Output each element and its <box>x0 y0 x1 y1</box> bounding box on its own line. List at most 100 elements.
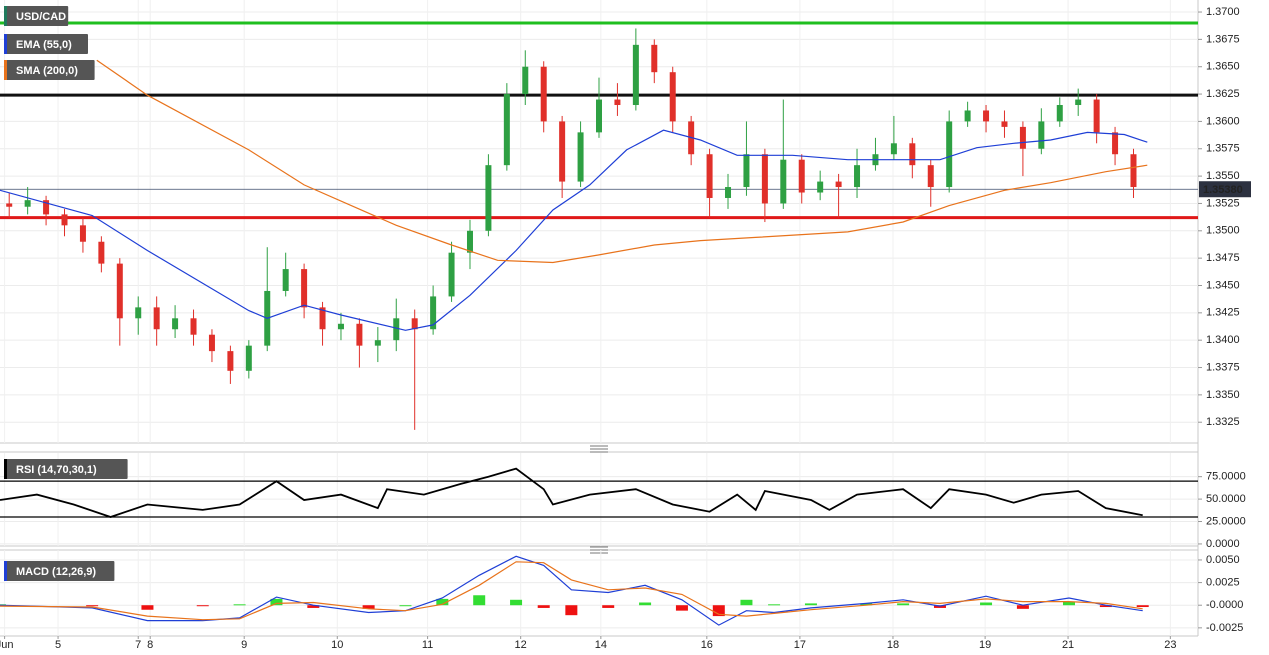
histogram-bar <box>141 605 154 610</box>
y-tick-label: 1.3650 <box>1206 61 1240 73</box>
candle-body <box>61 214 68 226</box>
candle-body <box>43 200 50 215</box>
candle-body <box>1112 132 1119 155</box>
histogram-bar <box>675 605 688 611</box>
candle-body <box>430 296 437 330</box>
histogram-bar <box>740 599 753 606</box>
y-tick-label: 75.0000 <box>1206 471 1246 483</box>
candle-body <box>245 345 252 371</box>
x-tick-label: 18 <box>887 639 899 651</box>
histogram-bar <box>362 605 375 609</box>
y-tick-label: 0.0000 <box>1206 538 1240 550</box>
x-tick-label: 11 <box>422 639 433 651</box>
candle-body <box>890 143 897 155</box>
x-tick-label: 12 <box>515 639 527 651</box>
x-tick-label: 14 <box>595 639 607 651</box>
panel-dividers <box>0 0 1199 637</box>
rsi-line <box>0 467 1143 518</box>
candle-body <box>282 269 289 291</box>
histogram-bar <box>980 602 993 606</box>
y-tick-label: 1.3350 <box>1206 389 1240 401</box>
candle-body <box>983 110 990 122</box>
candle-body <box>946 121 953 188</box>
legend-label: EMA (55,0) <box>16 39 72 51</box>
legend-swatch <box>4 561 7 581</box>
candle-body <box>927 165 934 188</box>
candle-body <box>743 154 750 188</box>
candle-body <box>448 252 455 297</box>
candle-body <box>301 269 308 308</box>
histogram-bar <box>473 595 486 606</box>
candle-body <box>651 44 658 73</box>
x-tick-label: 5 <box>55 639 61 651</box>
candle-body <box>411 318 418 330</box>
x-tick-label: Jun <box>0 639 13 651</box>
histogram-bar <box>270 598 283 606</box>
legend-label: SMA (200,0) <box>16 65 78 77</box>
x-tick-label: 19 <box>979 639 991 651</box>
histogram-bar <box>565 605 578 616</box>
y-tick-label: -0.0000 <box>1206 599 1243 611</box>
candle-body <box>780 159 787 204</box>
candle-body <box>540 66 547 122</box>
candle-body <box>761 154 768 204</box>
histogram-bar <box>1016 605 1029 609</box>
histogram-bar <box>1099 605 1112 608</box>
legend-box <box>4 60 95 80</box>
x-tick-label: 10 <box>331 639 343 651</box>
y-tick-label: 25.0000 <box>1206 515 1246 527</box>
x-tick-label: 21 <box>1062 639 1074 651</box>
candle-body <box>577 132 584 182</box>
candle-body <box>725 187 732 198</box>
x-tick-label: 9 <box>241 639 247 651</box>
candle-body <box>632 44 639 106</box>
candle-body <box>153 307 160 330</box>
y-tick-label: 1.3375 <box>1206 361 1240 373</box>
x-tick-label: 17 <box>794 639 806 651</box>
candle-body <box>172 318 179 330</box>
histogram-bar <box>399 605 412 607</box>
y-tick-label: 1.3475 <box>1206 252 1240 264</box>
histogram-bar <box>196 605 209 607</box>
y-tick-label: 1.3625 <box>1206 88 1240 100</box>
candle-body <box>706 154 713 198</box>
histogram-bar <box>897 603 910 606</box>
x-tick-label: 16 <box>701 639 713 651</box>
candle-body <box>98 241 105 264</box>
x-tick-label: 23 <box>1164 639 1176 651</box>
candle-body <box>135 307 142 319</box>
legend-label: USD/CAD <box>16 11 66 23</box>
x-tick-label: 8 <box>147 639 153 651</box>
histogram-bar <box>860 603 873 606</box>
candle-body <box>1093 99 1100 133</box>
histogram-bar <box>602 605 615 608</box>
candle-body <box>466 230 473 253</box>
legend-swatch <box>4 459 7 479</box>
histogram-bar <box>86 605 99 607</box>
histogram-bar <box>712 605 725 617</box>
y-tick-label: 1.3675 <box>1206 33 1240 45</box>
y-tick-label: 1.3325 <box>1206 416 1240 428</box>
histogram-bar <box>1062 601 1075 606</box>
candle-body <box>854 165 861 188</box>
candle-body <box>817 181 824 193</box>
candle-body <box>116 263 123 319</box>
histogram-bar <box>233 604 246 606</box>
indicator-line <box>0 129 1148 331</box>
candle-body <box>1019 126 1026 149</box>
y-tick-label: 1.3575 <box>1206 143 1240 155</box>
y-tick-label: 1.3400 <box>1206 334 1240 346</box>
y-tick-label: -0.0025 <box>1206 622 1243 634</box>
candle-body <box>503 94 510 166</box>
candle-body <box>522 66 529 95</box>
y-tick-label: 1.3525 <box>1206 197 1240 209</box>
candle-body <box>1130 154 1137 188</box>
candle-body <box>356 323 363 346</box>
y-tick-label: 0.0050 <box>1206 554 1240 566</box>
candle-body <box>835 181 842 188</box>
candle-body <box>1075 99 1082 106</box>
macd-line <box>0 555 1143 626</box>
candle-body <box>319 307 326 330</box>
last-price-box <box>1199 181 1251 198</box>
legend-swatch <box>4 34 7 54</box>
